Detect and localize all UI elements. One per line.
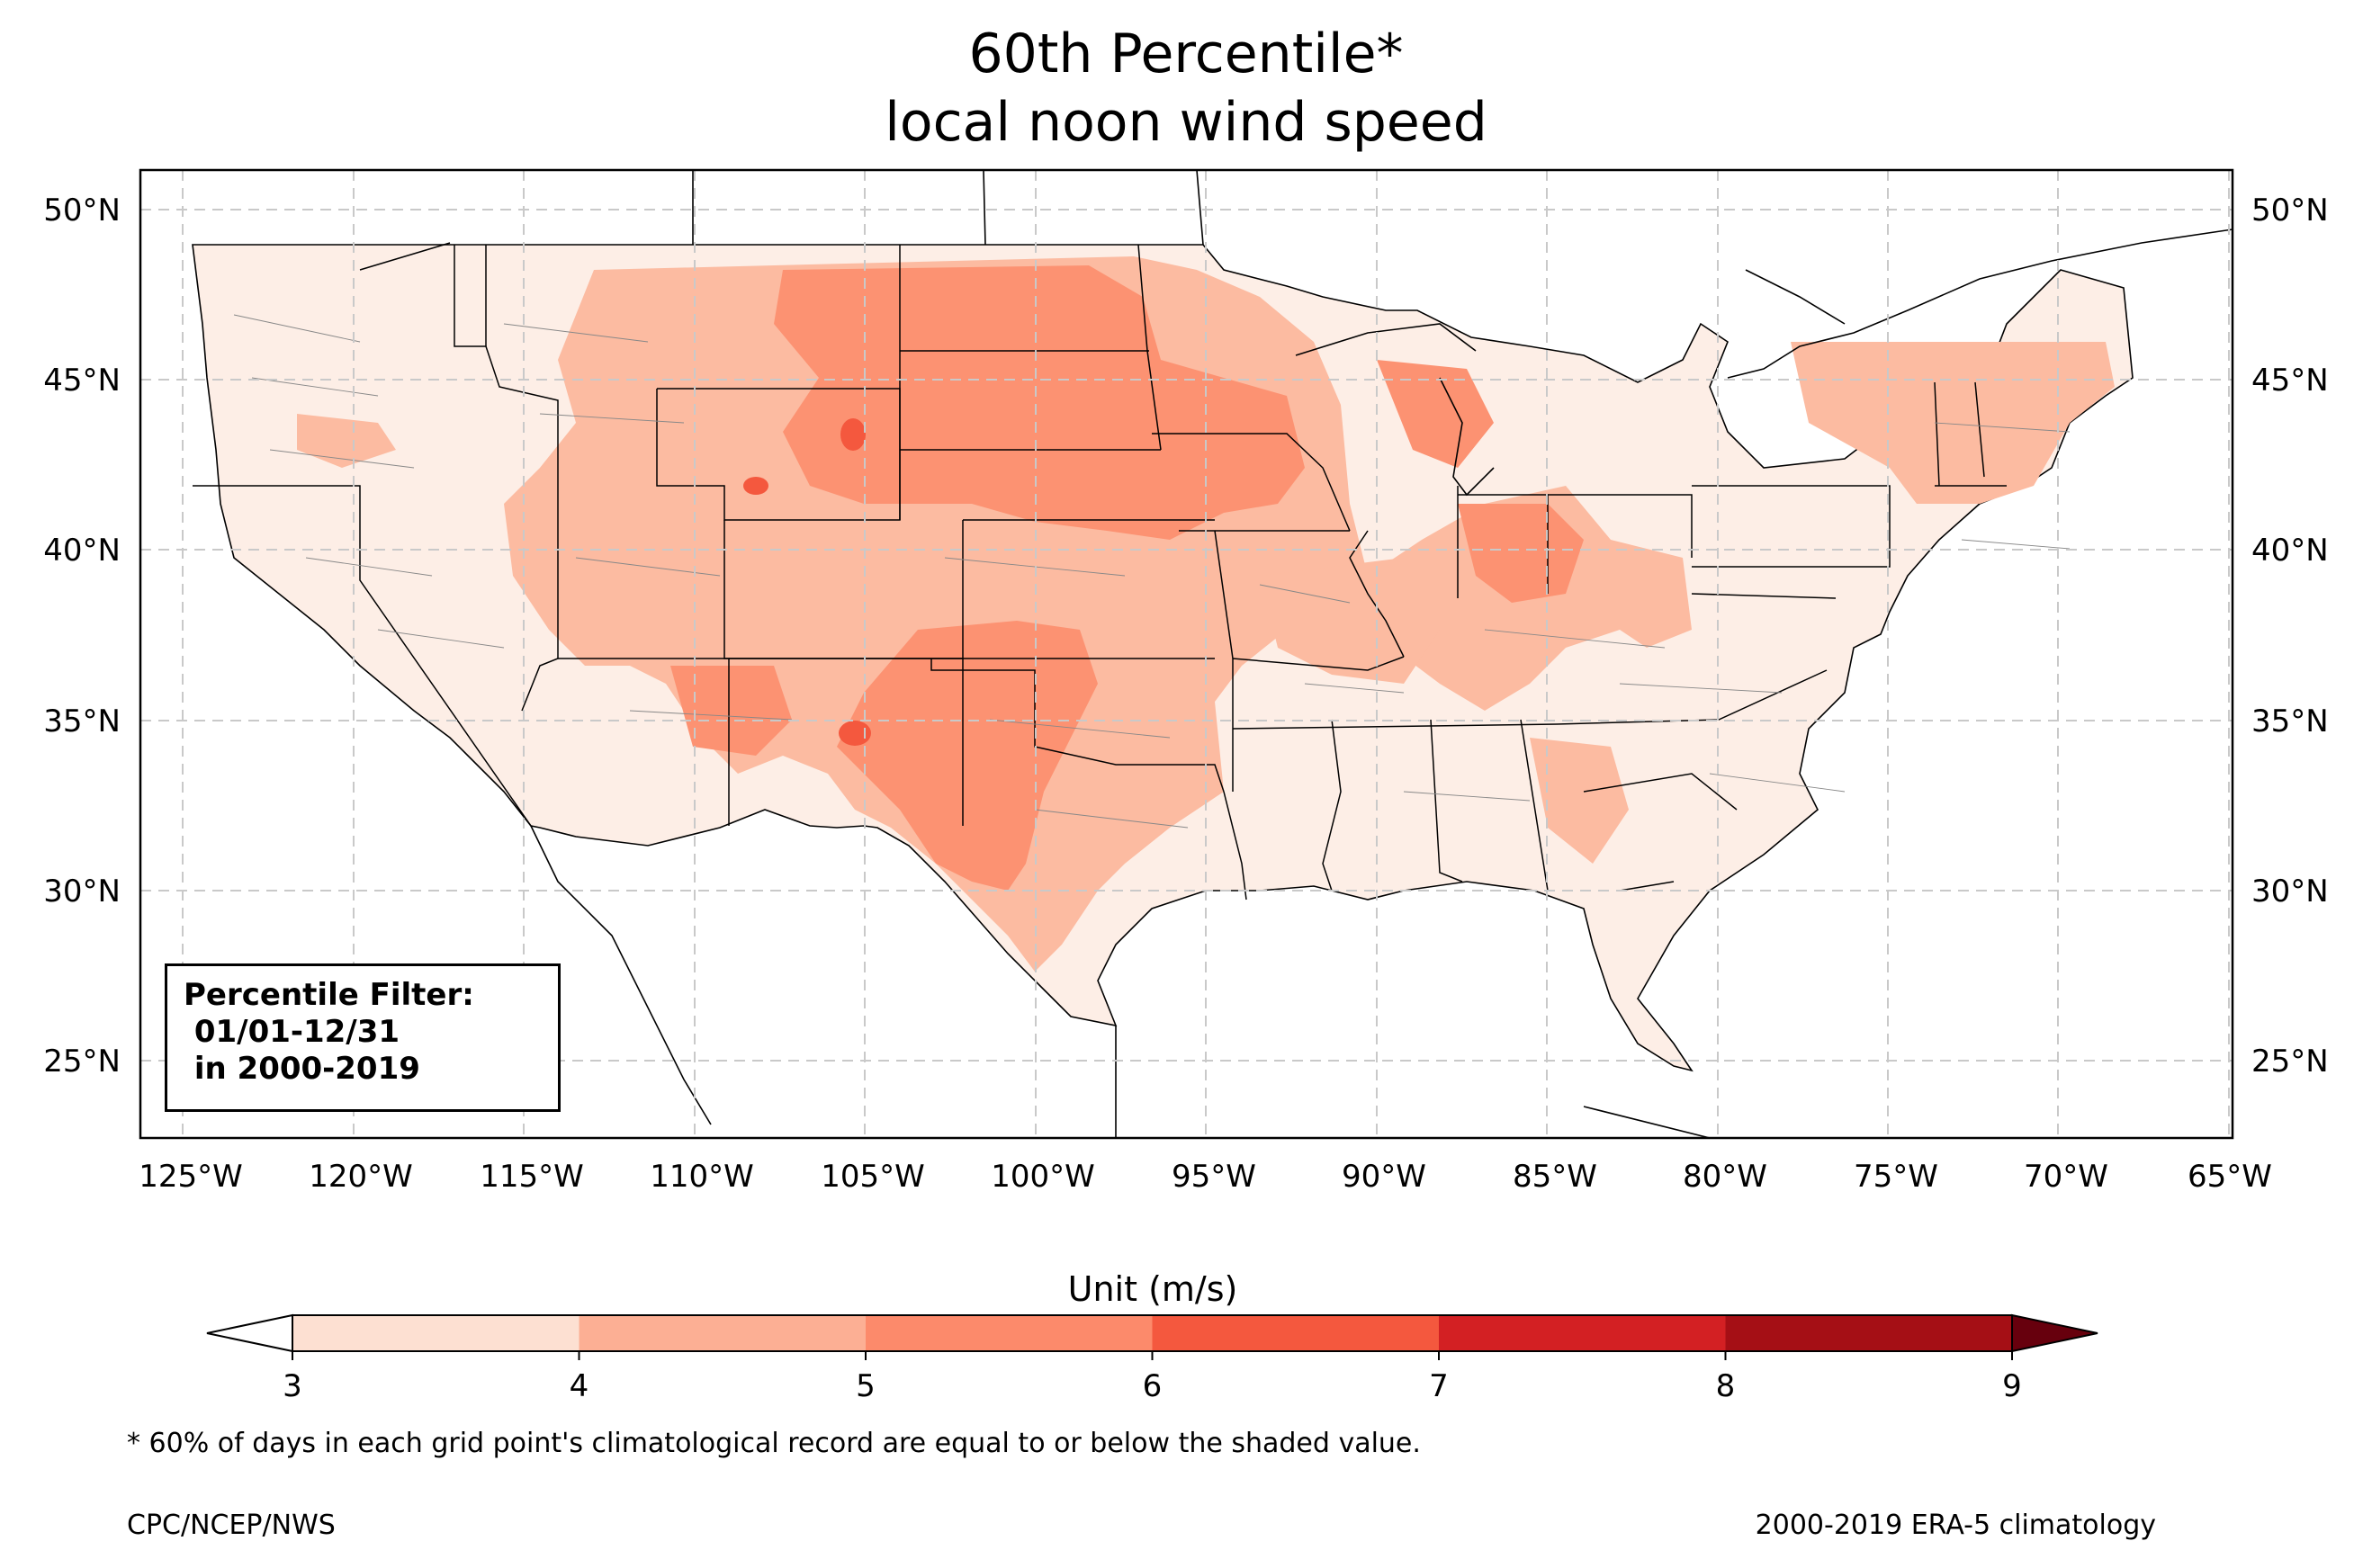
lon-label: 75°W bbox=[1854, 1159, 1938, 1195]
lon-label: 120°W bbox=[309, 1159, 413, 1195]
colorbar-tick-label: 9 bbox=[2002, 1368, 2022, 1404]
lon-label: 70°W bbox=[2024, 1159, 2108, 1195]
filter-line-1: Percentile Filter: bbox=[184, 977, 474, 1013]
colorbar-segment bbox=[1439, 1315, 1726, 1351]
colorbar-segment bbox=[292, 1315, 580, 1351]
chart-title: 60th Percentile* bbox=[968, 22, 1404, 85]
lon-label: 95°W bbox=[1172, 1159, 1256, 1195]
county-lines bbox=[233, 314, 2071, 829]
lon-label: 80°W bbox=[1683, 1159, 1767, 1195]
wind-class-5-6 bbox=[670, 265, 1584, 891]
lat-label: 50°N bbox=[2251, 193, 2329, 228]
colorbar-tick-label: 6 bbox=[1143, 1368, 1163, 1404]
colorbar-segment bbox=[866, 1315, 1153, 1351]
colorbar-under-arrow bbox=[206, 1313, 293, 1353]
lat-label: 40°N bbox=[43, 533, 121, 569]
chart-subtitle: local noon wind speed bbox=[885, 91, 1487, 154]
lon-label: 65°W bbox=[2188, 1159, 2272, 1195]
state-boundaries bbox=[193, 242, 2007, 900]
map-frame bbox=[139, 168, 2234, 1140]
lon-label: 115°W bbox=[480, 1159, 584, 1195]
colorbar-tick-label: 4 bbox=[570, 1368, 589, 1404]
colorbar-over-arrow bbox=[2011, 1313, 2098, 1353]
lon-label: 125°W bbox=[139, 1159, 243, 1195]
lon-labels: 125°W 120°W 115°W 110°W 105°W 100°W 95°W… bbox=[139, 1159, 2272, 1195]
lat-label: 40°N bbox=[2251, 533, 2329, 569]
lat-label: 30°N bbox=[43, 874, 121, 909]
lat-label: 30°N bbox=[2251, 874, 2329, 909]
colorbar-tick-label: 8 bbox=[1716, 1368, 1736, 1404]
credit-left: CPC/NCEP/NWS bbox=[127, 1510, 336, 1541]
wind-class-6-7 bbox=[743, 418, 871, 746]
colorbar-segment bbox=[1152, 1315, 1440, 1351]
lon-label: 110°W bbox=[650, 1159, 754, 1195]
colorbar-label: Unit (m/s) bbox=[1068, 1269, 1238, 1309]
colorbar bbox=[206, 1313, 2098, 1353]
lat-label: 25°N bbox=[43, 1044, 121, 1080]
lat-label: 35°N bbox=[2251, 703, 2329, 739]
colorbar-segment bbox=[1725, 1315, 2013, 1351]
lat-label: 25°N bbox=[2251, 1044, 2329, 1080]
percentile-filter-box: Percentile Filter: 01/01-12/31 in 2000-2… bbox=[165, 963, 561, 1112]
colorbar-segment bbox=[579, 1315, 867, 1351]
lat-label: 50°N bbox=[43, 193, 121, 228]
lon-label: 105°W bbox=[821, 1159, 925, 1195]
filter-line-3: in 2000-2019 bbox=[184, 1051, 420, 1087]
colorbar-tick-label: 3 bbox=[283, 1368, 302, 1404]
lat-labels-left: 50°N 45°N 40°N 35°N 30°N 25°N bbox=[43, 193, 121, 1080]
colorbar-tick-label: 7 bbox=[1429, 1368, 1449, 1404]
coastlines bbox=[530, 170, 2233, 1138]
lat-label: 45°N bbox=[43, 363, 121, 399]
credit-right: 2000-2019 ERA-5 climatology bbox=[1755, 1510, 2156, 1541]
filter-line-2: 01/01-12/31 bbox=[184, 1014, 400, 1050]
footnote: * 60% of days in each grid point's clima… bbox=[127, 1428, 1421, 1459]
lat-label: 35°N bbox=[43, 703, 121, 739]
lat-labels-right: 50°N 45°N 40°N 35°N 30°N 25°N bbox=[2251, 193, 2329, 1080]
lon-label: 85°W bbox=[1513, 1159, 1597, 1195]
lat-label: 45°N bbox=[2251, 363, 2329, 399]
colorbar-tick-label: 5 bbox=[856, 1368, 876, 1404]
colorbar-ticks: 3 4 5 6 7 8 9 bbox=[283, 1351, 2022, 1404]
lon-label: 100°W bbox=[991, 1159, 1095, 1195]
lon-label: 90°W bbox=[1342, 1159, 1426, 1195]
